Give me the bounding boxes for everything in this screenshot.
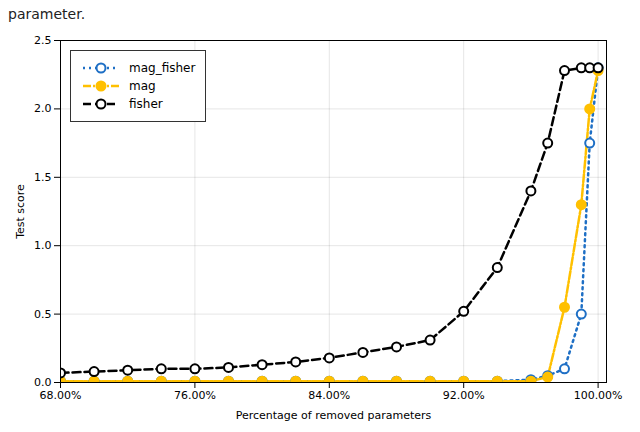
svg-text:1.5: 1.5 xyxy=(34,171,52,184)
svg-text:2.0: 2.0 xyxy=(34,102,52,115)
svg-text:76.00%: 76.00% xyxy=(174,389,216,402)
svg-text:100.00%: 100.00% xyxy=(574,389,623,402)
svg-text:Percentage of removed paramete: Percentage of removed parameters xyxy=(236,409,432,422)
svg-text:1.0: 1.0 xyxy=(34,239,52,252)
svg-text:0.5: 0.5 xyxy=(34,308,52,321)
html-text:parameter.: parameter. xyxy=(8,6,86,22)
svg-text:0.0: 0.0 xyxy=(34,376,52,389)
html-text:fisher: fisher xyxy=(129,97,163,111)
svg-text:92.00%: 92.00% xyxy=(443,389,485,402)
svg-text:Test score: Test score xyxy=(14,184,27,240)
html-text:mag: mag xyxy=(129,79,156,93)
html-text:mag_fisher: mag_fisher xyxy=(129,61,196,75)
svg-text:2.5: 2.5 xyxy=(34,34,52,47)
svg-text:84.00%: 84.00% xyxy=(308,389,350,402)
svg-text:68.00%: 68.00% xyxy=(40,389,82,402)
